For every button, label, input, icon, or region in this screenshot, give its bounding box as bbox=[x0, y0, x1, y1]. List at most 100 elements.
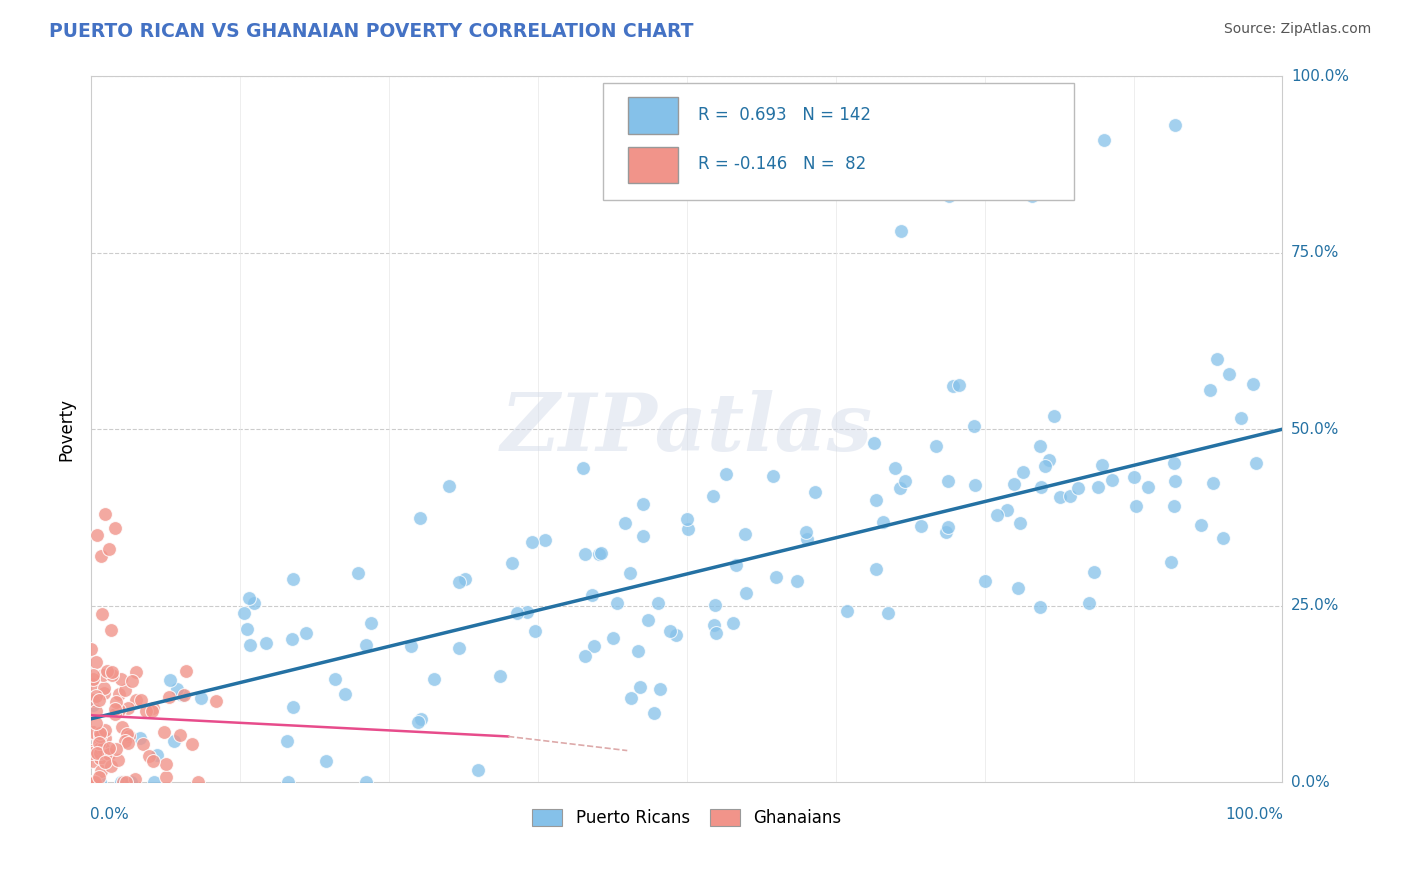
Point bbox=[236, 622, 259, 636]
Point bbox=[963, 477, 986, 491]
Point bbox=[174, 664, 197, 678]
Point bbox=[574, 649, 596, 664]
Point bbox=[256, 635, 278, 649]
Point bbox=[614, 516, 637, 530]
Point bbox=[1087, 480, 1109, 494]
Point bbox=[89, 725, 111, 739]
Point bbox=[1163, 456, 1185, 470]
Point bbox=[98, 542, 121, 557]
Point bbox=[132, 737, 155, 751]
Point bbox=[1212, 531, 1234, 545]
Point bbox=[94, 723, 117, 738]
Point bbox=[877, 606, 900, 620]
Point bbox=[447, 640, 470, 655]
Point bbox=[277, 775, 299, 789]
Point bbox=[89, 736, 111, 750]
Point bbox=[93, 681, 115, 695]
Point bbox=[108, 687, 131, 701]
Point bbox=[948, 378, 970, 392]
Point bbox=[135, 704, 157, 718]
Point bbox=[110, 775, 132, 789]
Point bbox=[721, 615, 744, 630]
Point bbox=[98, 747, 121, 762]
Point bbox=[1189, 518, 1212, 533]
Point bbox=[675, 512, 697, 526]
Point bbox=[725, 558, 748, 573]
Point bbox=[890, 224, 912, 238]
Point bbox=[315, 754, 337, 768]
Point bbox=[1038, 453, 1060, 467]
Point bbox=[1002, 477, 1025, 491]
Point bbox=[804, 485, 827, 500]
Point bbox=[124, 665, 146, 679]
Point bbox=[82, 754, 104, 768]
Point bbox=[101, 668, 124, 682]
Point bbox=[232, 606, 254, 620]
Point bbox=[974, 574, 997, 588]
Point bbox=[523, 624, 546, 638]
Point bbox=[107, 703, 129, 717]
Text: 50.0%: 50.0% bbox=[1291, 422, 1339, 437]
Point bbox=[765, 570, 787, 584]
Point bbox=[1164, 474, 1187, 488]
Point bbox=[648, 681, 671, 696]
Point bbox=[794, 525, 817, 540]
Point bbox=[104, 706, 127, 721]
Point bbox=[111, 720, 134, 734]
Point bbox=[118, 729, 141, 743]
Point bbox=[893, 475, 915, 489]
Point bbox=[522, 535, 544, 549]
Point bbox=[94, 731, 117, 745]
Point bbox=[936, 475, 959, 489]
Text: 0.0%: 0.0% bbox=[1291, 775, 1330, 789]
Point bbox=[169, 728, 191, 742]
Point bbox=[423, 672, 446, 686]
Point bbox=[606, 596, 628, 610]
Point bbox=[702, 489, 724, 503]
Point bbox=[1123, 470, 1146, 484]
Point bbox=[489, 669, 512, 683]
Point bbox=[84, 715, 107, 730]
Point bbox=[714, 467, 737, 482]
Point bbox=[90, 549, 112, 564]
Point bbox=[1164, 119, 1187, 133]
Point bbox=[180, 737, 202, 751]
Point bbox=[93, 686, 115, 700]
Point bbox=[281, 572, 304, 586]
Point bbox=[1091, 458, 1114, 472]
Point bbox=[89, 746, 111, 760]
Point bbox=[572, 460, 595, 475]
Point bbox=[643, 706, 665, 720]
Point bbox=[98, 740, 121, 755]
Point bbox=[187, 775, 209, 789]
Point bbox=[82, 725, 104, 739]
Point bbox=[1067, 481, 1090, 495]
Point bbox=[170, 688, 193, 702]
Point bbox=[1241, 377, 1264, 392]
Point bbox=[1029, 439, 1052, 453]
Point bbox=[1010, 516, 1032, 531]
Point bbox=[734, 526, 756, 541]
Text: 100.0%: 100.0% bbox=[1226, 807, 1284, 822]
Text: PUERTO RICAN VS GHANAIAN POVERTY CORRELATION CHART: PUERTO RICAN VS GHANAIAN POVERTY CORRELA… bbox=[49, 22, 693, 41]
Point bbox=[588, 547, 610, 561]
Point bbox=[786, 574, 808, 588]
Point bbox=[335, 687, 357, 701]
Point bbox=[581, 589, 603, 603]
Point bbox=[163, 733, 186, 747]
Point bbox=[86, 747, 108, 761]
Point bbox=[963, 418, 986, 433]
Point bbox=[295, 626, 318, 640]
Legend: Puerto Ricans, Ghanaians: Puerto Ricans, Ghanaians bbox=[526, 803, 848, 834]
Point bbox=[704, 626, 727, 640]
Point bbox=[1033, 458, 1056, 473]
Point bbox=[117, 701, 139, 715]
Point bbox=[89, 751, 111, 765]
Point bbox=[620, 690, 643, 705]
Point bbox=[281, 699, 304, 714]
Point bbox=[589, 546, 612, 560]
Point bbox=[884, 460, 907, 475]
Point bbox=[631, 529, 654, 543]
Point bbox=[409, 712, 432, 726]
Point bbox=[110, 672, 132, 686]
